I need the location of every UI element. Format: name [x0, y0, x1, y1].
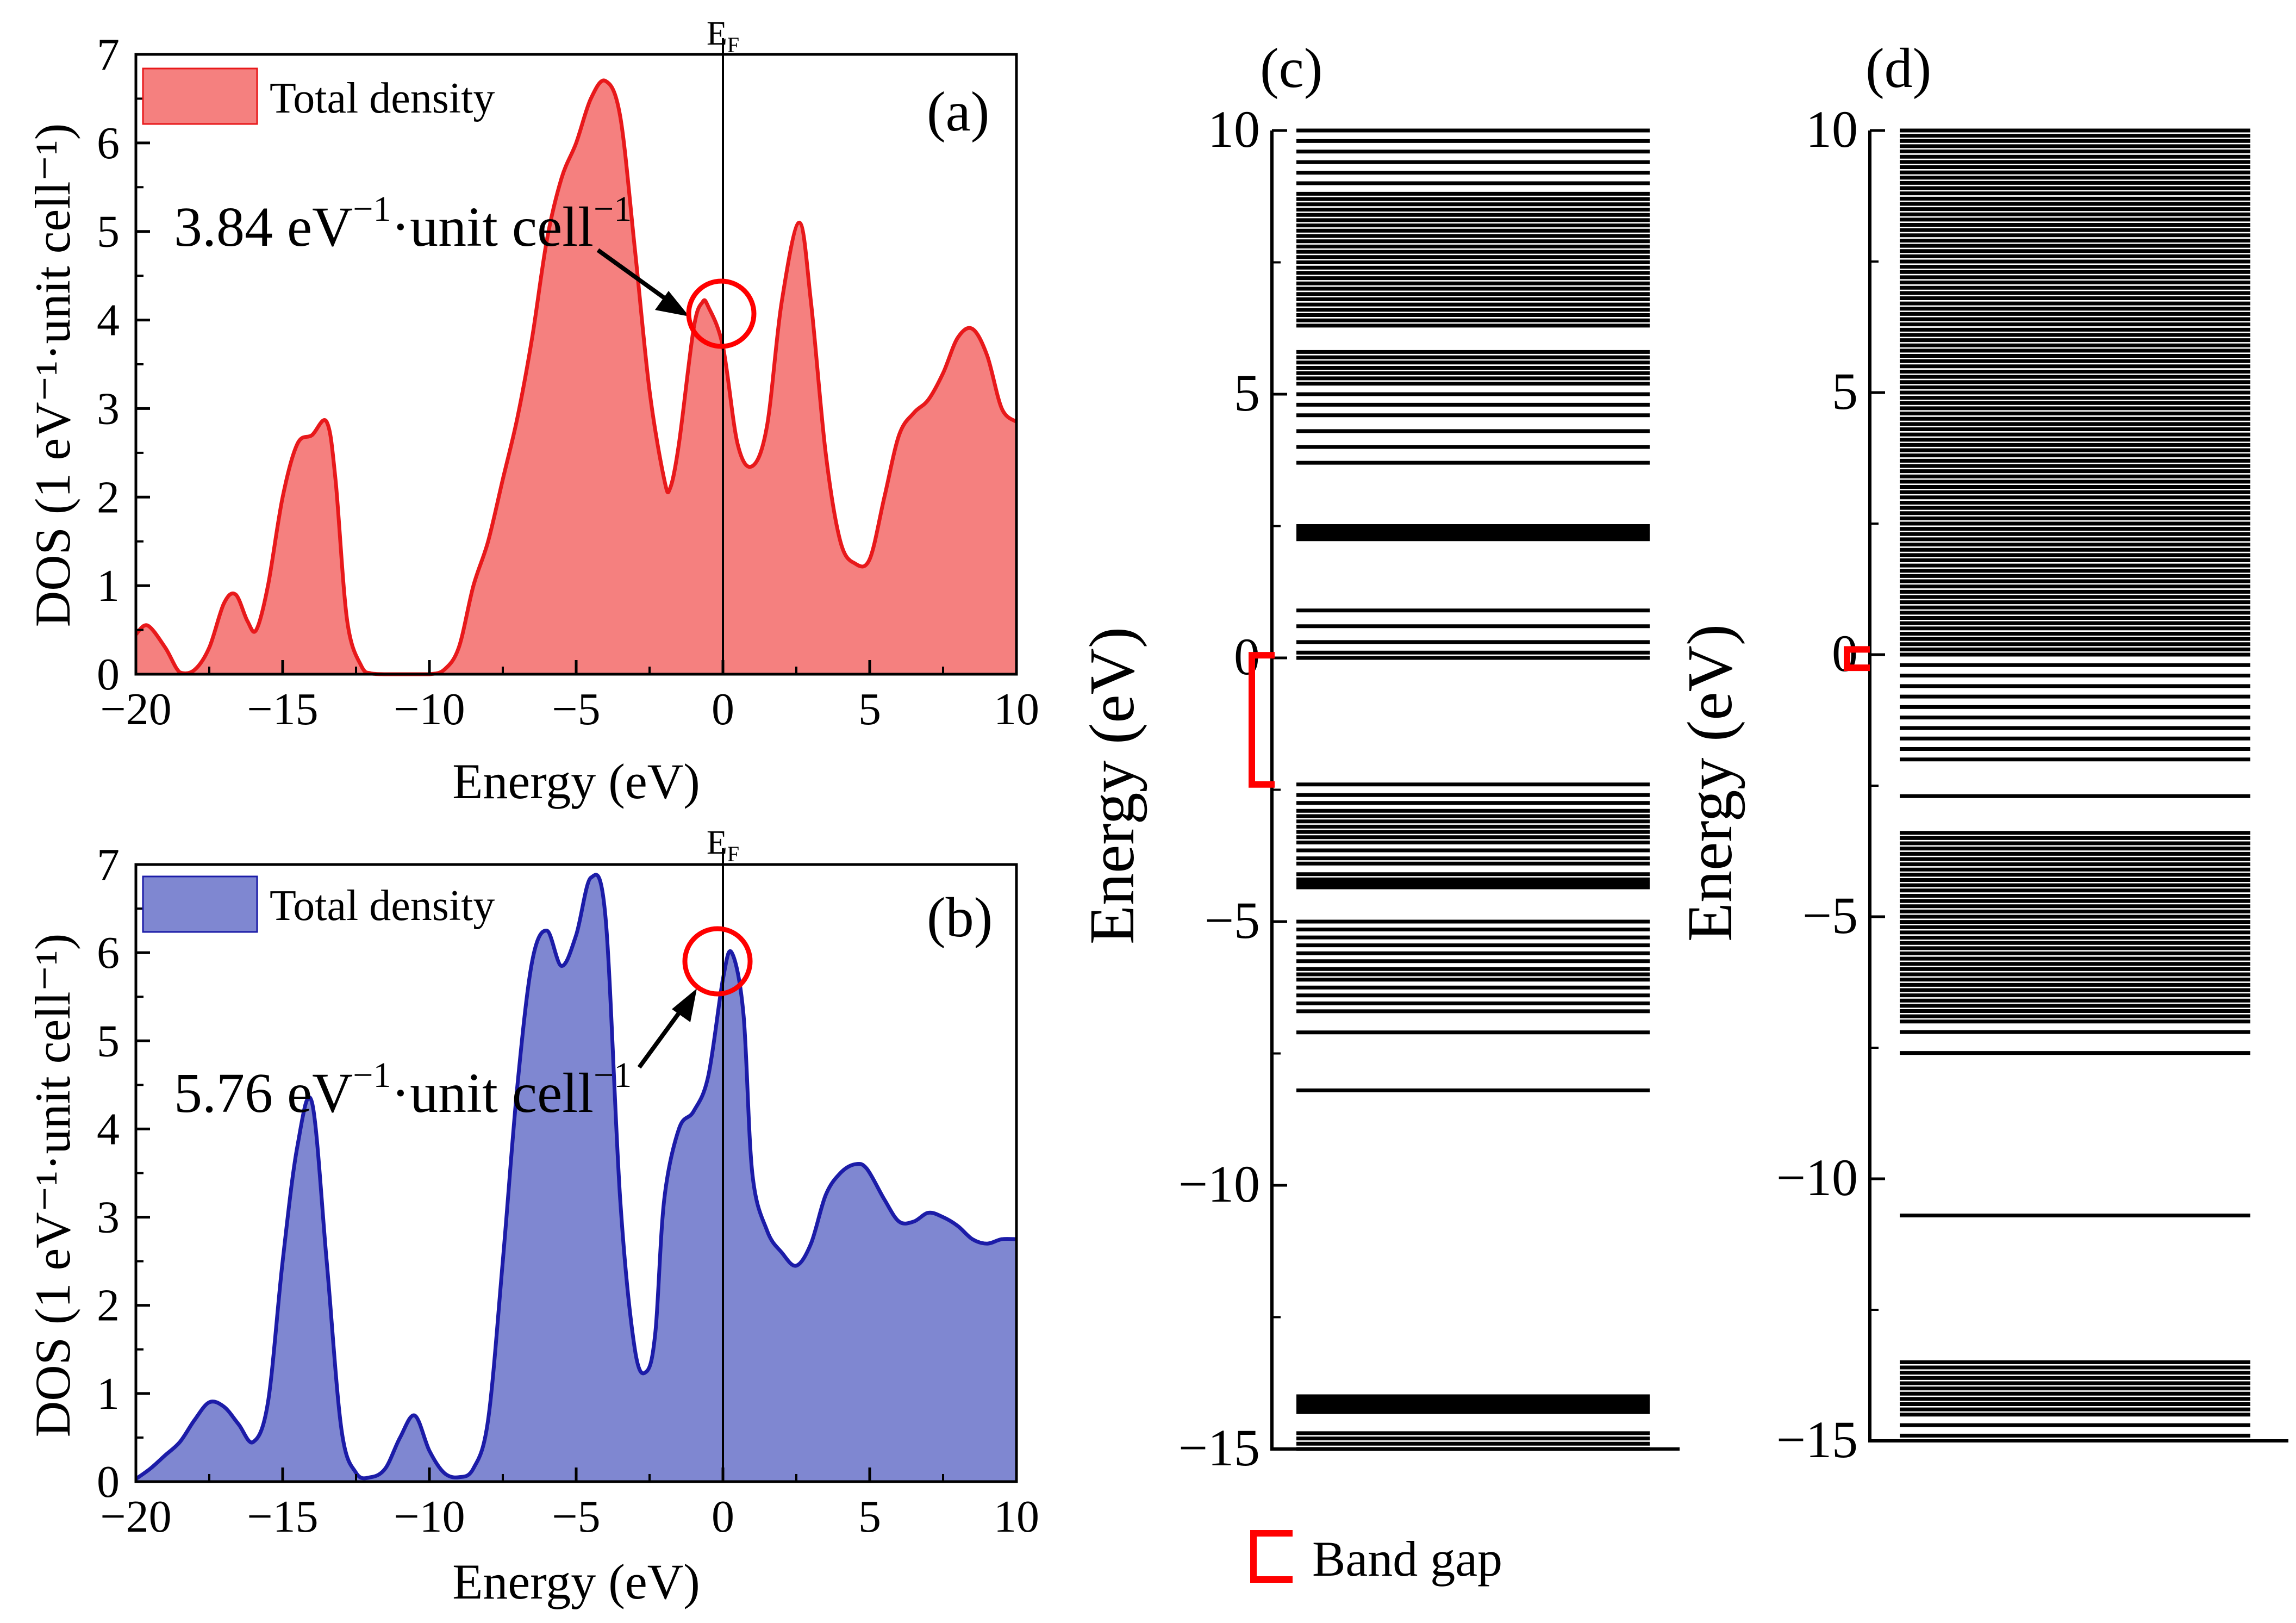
- panel-a-legend-label: Total density: [270, 74, 495, 122]
- panel-d-ylabel: Energy (eV): [1674, 624, 1745, 942]
- panel-a-tag: (a): [927, 80, 989, 143]
- panel-b-ytick-label: 7: [97, 840, 120, 890]
- panel-b-tag: (b): [927, 886, 993, 949]
- panel-b-ytick-label: 1: [97, 1369, 120, 1419]
- panel-a-dos-line: [134, 78, 1018, 676]
- panel-a-legend-swatch: [142, 67, 258, 125]
- panel-b-ytick-label: 3: [97, 1192, 120, 1243]
- panel-b-dos-chart: −20 −15 −10 −5 0 5 10 0 1 2 3 4 5 6 7 Total density (…: [25, 824, 1039, 1609]
- panel-a-highlight-circle: [686, 278, 757, 349]
- panel-b-ytick-label: 0: [97, 1457, 120, 1507]
- panel-b-dos-area: [136, 874, 1016, 1482]
- panel-c-ytick-label: 10: [1208, 100, 1260, 158]
- panel-a-ytick-label: 1: [97, 561, 120, 611]
- panel-a-ytick-label: 5: [97, 207, 120, 257]
- panel-a-ytick-label: 3: [97, 383, 120, 434]
- panel-a-ylabel: DOS (1 eV⁻¹·unit cell⁻¹): [25, 123, 80, 627]
- panel-a-ytick-label: 7: [97, 29, 120, 80]
- panel-a-xlabel: Energy (eV): [452, 754, 700, 809]
- panel-a-xtick-label: 10: [994, 684, 1039, 735]
- panel-b-ytick-label: 2: [97, 1280, 120, 1331]
- panel-c-tag: (c): [1260, 37, 1322, 100]
- panel-a-xtick-label: −5: [552, 684, 600, 735]
- panel-b-xtick-label: 5: [858, 1491, 881, 1542]
- panel-d-ytick-label: −10: [1776, 1148, 1858, 1207]
- panel-b-annotation: 5.76 eV−1·unit cell−1: [174, 1055, 632, 1124]
- panel-c-ytick-label: −15: [1178, 1419, 1260, 1477]
- panel-c-ylabel: Energy (eV): [1076, 627, 1147, 944]
- panel-a-dos-chart: −20 −15 −10 −5 0 5 10 0 1 2 3 4 5 6 7 Total density (…: [25, 15, 1039, 809]
- panel-b-legend-label: Total density: [270, 882, 495, 930]
- panel-c-band-gap-bracket: [1249, 652, 1275, 788]
- panel-b-ytick-label: 5: [97, 1016, 120, 1066]
- panel-d-ytick-label: 10: [1806, 100, 1858, 158]
- panel-c-ytick-label: −10: [1178, 1155, 1260, 1213]
- panel-d-tag: (d): [1866, 37, 1931, 100]
- panel-a-ytick-label: 4: [97, 295, 120, 346]
- panel-c-ytick-label: 5: [1234, 364, 1260, 422]
- panel-a-xtick-label: −20: [100, 684, 171, 735]
- panel-a-ytick-label: 0: [97, 649, 120, 700]
- panel-d-band-gap-bracket: [1844, 646, 1870, 671]
- panel-b-ytick-label: 6: [97, 928, 120, 978]
- panel-a-annotation-arrow: [596, 248, 671, 304]
- panel-b-highlight-circle: [682, 926, 753, 997]
- panel-b-annotation-arrowhead: [672, 988, 697, 1022]
- panel-b-xtick-label: 0: [712, 1491, 734, 1542]
- panel-b-xlabel: Energy (eV): [452, 1554, 700, 1609]
- panel-a-annotation: 3.84 eV−1·unit cell−1: [174, 189, 632, 258]
- panel-a-xtick-label: −10: [394, 684, 465, 735]
- panel-b-xtick-label: −20: [100, 1491, 171, 1542]
- panel-b-xtick-label: −5: [552, 1491, 600, 1542]
- panel-a-xtick-label: 5: [858, 684, 881, 735]
- band-gap-legend-swatch: [1250, 1530, 1293, 1583]
- panel-b-ylabel: DOS (1 eV⁻¹·unit cell⁻¹): [25, 934, 80, 1437]
- band-gap-legend-label: Band gap: [1312, 1531, 1502, 1587]
- panel-b-annotation-arrow: [637, 1007, 684, 1069]
- panel-a-ytick-label: 2: [97, 472, 120, 523]
- panel-a-xtick-label: −15: [247, 684, 318, 735]
- panel-c-ytick-label: −5: [1205, 891, 1260, 949]
- panel-b-legend-swatch: [142, 875, 258, 933]
- panel-b-ytick-label: 4: [97, 1104, 120, 1154]
- panel-b-fermi-label: EF: [707, 824, 739, 866]
- panel-a-fermi-label: EF: [707, 15, 739, 57]
- panel-b-dos-line: [134, 873, 1017, 1481]
- panel-d-ytick-label: −15: [1776, 1410, 1858, 1469]
- panel-b-xtick-label: −10: [394, 1491, 465, 1542]
- panel-a-ytick-label: 6: [97, 118, 120, 169]
- panel-d-ytick-label: 5: [1832, 362, 1858, 420]
- panel-b-xtick-label: −15: [247, 1491, 318, 1542]
- panel-d-ytick-label: −5: [1802, 886, 1858, 944]
- panel-a-xtick-label: 0: [712, 684, 734, 735]
- panel-b-xtick-label: 10: [994, 1491, 1039, 1542]
- panel-a-annotation-arrowhead: [655, 291, 689, 316]
